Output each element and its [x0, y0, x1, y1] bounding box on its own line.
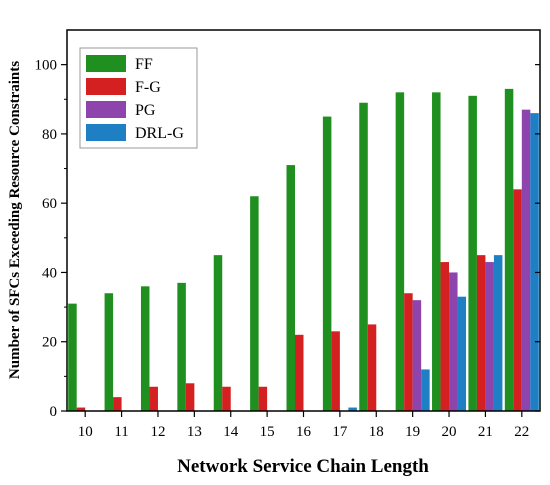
x-tick-label: 14 — [223, 424, 239, 440]
bar-drl-g-21 — [493, 255, 503, 411]
x-tick-label: 13 — [187, 424, 202, 440]
x-tick-label: 10 — [78, 424, 93, 440]
bar-f-g-16 — [295, 334, 304, 411]
bar-f-g-22 — [513, 189, 522, 411]
legend-label: FF — [135, 56, 153, 73]
x-tick-label: 16 — [296, 424, 312, 440]
bar-ff-18 — [359, 102, 368, 412]
bar-pg-22 — [521, 109, 531, 411]
bar-ff-12 — [140, 286, 150, 411]
bar-ff-14 — [213, 255, 223, 411]
bar-f-g-15 — [258, 386, 268, 411]
bar-ff-11 — [104, 293, 114, 411]
x-tick-label: 22 — [514, 424, 529, 440]
bar-drl-g-19 — [421, 369, 430, 411]
bar-ff-15 — [250, 196, 259, 411]
bar-pg-21 — [485, 262, 494, 411]
bar-drl-g-17 — [348, 407, 357, 411]
bar-drl-g-20 — [457, 296, 467, 411]
bar-f-g-17 — [331, 331, 340, 411]
bar-ff-10 — [68, 303, 77, 411]
y-axis-title: Number of SFCs Exceeding Resource Constr… — [7, 61, 23, 379]
legend-swatch — [86, 78, 126, 95]
bar-f-g-20 — [440, 262, 450, 411]
bar-f-g-18 — [367, 324, 377, 411]
y-tick-label: 40 — [42, 265, 57, 281]
y-tick-label: 80 — [42, 127, 57, 143]
x-tick-label: 15 — [260, 424, 275, 440]
bar-pg-19 — [412, 300, 422, 411]
legend-swatch — [86, 101, 126, 118]
y-tick-label: 100 — [35, 58, 58, 74]
bar-ff-21 — [468, 95, 477, 411]
bar-ff-19 — [395, 92, 405, 411]
bar-f-g-21 — [476, 255, 486, 411]
bar-pg-20 — [449, 272, 458, 411]
x-tick-label: 21 — [478, 424, 493, 440]
x-tick-label: 17 — [332, 424, 348, 440]
bar-ff-17 — [322, 116, 332, 411]
legend-label: DRL-G — [135, 125, 184, 142]
legend-swatch — [86, 124, 126, 141]
x-tick-label: 18 — [369, 424, 384, 440]
y-tick-label: 20 — [42, 335, 57, 351]
bar-f-g-14 — [222, 386, 231, 411]
bar-ff-13 — [177, 282, 186, 411]
bar-f-g-10 — [76, 407, 86, 411]
bar-f-g-12 — [149, 386, 158, 411]
bar-ff-20 — [432, 92, 441, 411]
y-tick-label: 0 — [50, 404, 58, 420]
x-tick-label: 20 — [442, 424, 457, 440]
bar-f-g-19 — [404, 293, 413, 411]
x-axis-title: Network Service Chain Length — [177, 456, 429, 477]
bar-drl-g-22 — [530, 113, 539, 411]
x-tick-label: 11 — [114, 424, 128, 440]
legend: FF F-G PG DRL-G — [79, 47, 198, 149]
bar-ff-16 — [286, 165, 295, 411]
legend-swatch — [86, 55, 126, 72]
bar-f-g-11 — [113, 397, 122, 411]
bar-ff-22 — [504, 88, 514, 411]
x-axis: 10 11 12 13 14 15 16 17 18 19 20 21 22 — [78, 411, 529, 440]
x-tick-label: 12 — [150, 424, 165, 440]
legend-label: F-G — [135, 79, 161, 96]
y-tick-label: 60 — [42, 196, 57, 212]
bars-layer — [68, 88, 539, 412]
y-axis: 0 20 40 60 80 100 — [35, 58, 540, 420]
x-tick-label: 19 — [405, 424, 420, 440]
legend-label: PG — [135, 102, 156, 119]
bar-f-g-13 — [185, 383, 195, 411]
